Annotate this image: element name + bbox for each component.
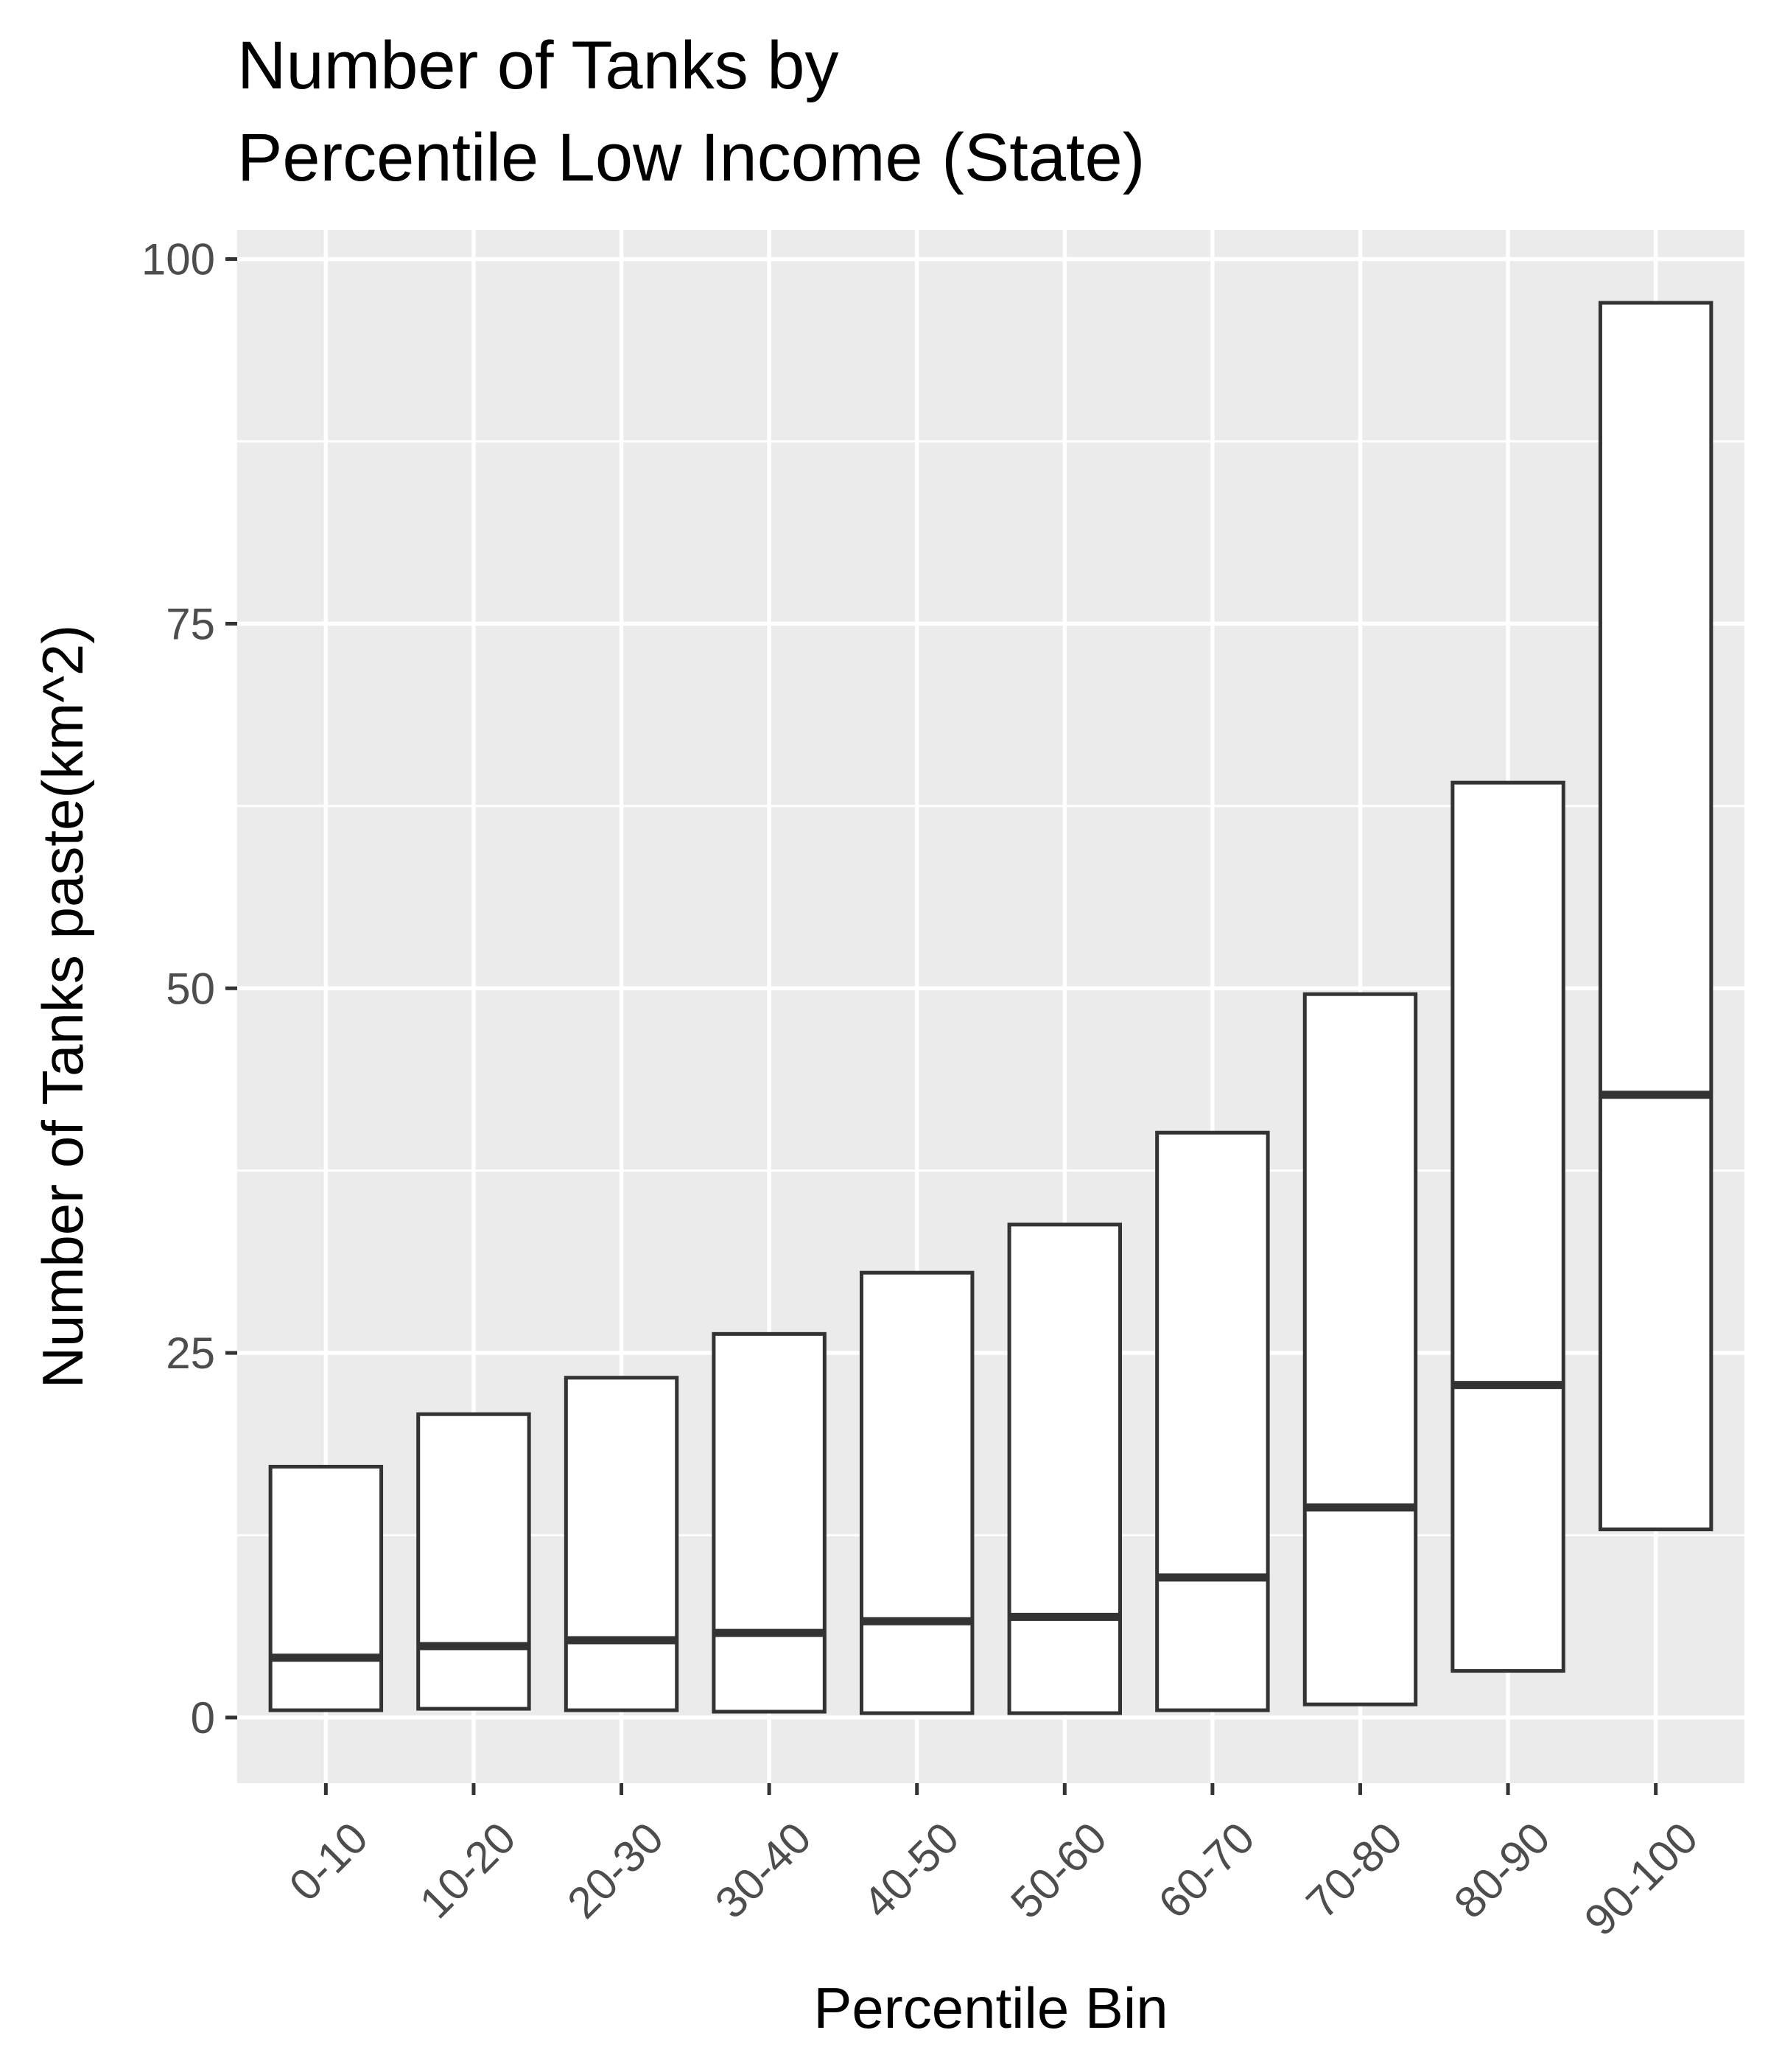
y-tick-label: 100 [141,235,215,284]
box-80-90 [1450,780,1565,1673]
box-rect [712,1331,827,1714]
box-70-80 [1302,992,1418,1707]
chart-title-line-2: Percentile Low Income (State) [237,120,1145,195]
x-tick-label: 20-30 [558,1813,673,1928]
x-tick-label: 50-60 [1001,1813,1116,1928]
chart-title-line-1: Number of Tanks by [237,28,838,103]
box-20-30 [564,1376,679,1712]
y-axis-title: Number of Tanks paste(km^2) [30,625,95,1389]
box-rect [416,1412,531,1711]
box-rect [859,1270,975,1715]
box-10-20 [416,1412,531,1711]
box-30-40 [712,1331,827,1714]
y-tick-label: 50 [166,964,215,1013]
box-rect [564,1376,679,1712]
x-tick-label: 90-100 [1575,1813,1707,1945]
box-90-100 [1598,301,1713,1532]
box-rect [1302,992,1418,1707]
x-tick-label: 80-90 [1445,1813,1560,1928]
y-axis: 0 25 50 75 100 [141,235,237,1743]
x-tick-label: 40-50 [854,1813,969,1928]
x-tick-label: 70-80 [1297,1813,1411,1928]
box-rect [1450,780,1565,1673]
box-rect [1007,1222,1123,1715]
box-60-70 [1155,1130,1270,1712]
y-tick-label: 0 [191,1693,215,1743]
y-tick-label: 25 [166,1329,215,1378]
box-rect [1598,301,1713,1532]
x-axis-title: Percentile Bin [813,1975,1168,2040]
y-tick-label: 75 [166,599,215,648]
x-tick-label: 30-40 [706,1813,821,1928]
box-50-60 [1007,1222,1123,1715]
box-0-10 [268,1464,384,1712]
x-tick-label: 10-20 [410,1813,525,1928]
boxes-group [268,301,1713,1715]
box-rect [268,1464,384,1712]
x-tick-label: 0-10 [280,1813,377,1910]
box-40-50 [859,1270,975,1715]
x-axis: 0-10 10-20 20-30 30-40 40-50 50-60 60-70 70-80 8… [280,1783,1707,1945]
box-rect [1155,1130,1270,1712]
x-tick-label: 60-70 [1149,1813,1264,1928]
chart-title: Number of Tanks by Percentile Low Income… [237,28,1145,195]
